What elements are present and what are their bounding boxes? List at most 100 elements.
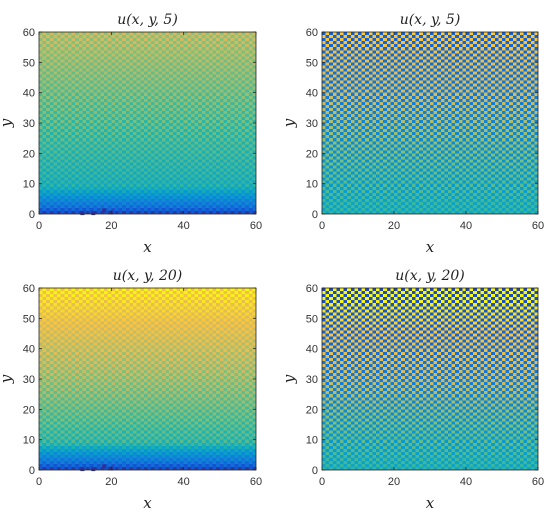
heatmap-cell bbox=[451, 201, 456, 205]
heatmap-cell bbox=[245, 95, 249, 99]
heatmap-cell bbox=[118, 135, 123, 139]
heatmap-cell bbox=[129, 95, 134, 99]
heatmap-cell bbox=[136, 107, 141, 111]
heatmap-cell bbox=[78, 123, 83, 127]
heatmap-cell bbox=[67, 77, 72, 81]
heatmap-cell bbox=[252, 156, 257, 160]
heatmap-cell bbox=[53, 162, 58, 166]
heatmap-cell bbox=[136, 180, 141, 184]
heatmap-cell bbox=[227, 56, 231, 60]
heatmap-cell bbox=[111, 123, 115, 127]
heatmap-cell bbox=[114, 92, 119, 96]
heatmap-cell bbox=[151, 126, 155, 130]
heatmap-cell bbox=[451, 204, 456, 208]
heatmap-cell bbox=[118, 104, 123, 108]
heatmap-cell bbox=[505, 162, 510, 166]
heatmap-cell bbox=[60, 150, 65, 154]
heatmap-cell bbox=[219, 101, 224, 105]
heatmap-cell bbox=[523, 150, 528, 154]
heatmap-cell bbox=[404, 189, 409, 193]
heatmap-cell bbox=[53, 47, 58, 51]
heatmap-cell bbox=[100, 101, 105, 105]
heatmap-cell bbox=[201, 150, 206, 154]
heatmap-cell bbox=[60, 165, 65, 169]
heatmap-cell bbox=[340, 150, 344, 154]
heatmap-cell bbox=[107, 101, 112, 105]
heatmap-cell bbox=[111, 35, 115, 39]
heatmap-cell bbox=[426, 204, 431, 208]
heatmap-cell bbox=[42, 165, 47, 169]
heatmap-cell bbox=[448, 177, 452, 181]
heatmap-cell bbox=[158, 80, 163, 84]
heatmap-cell bbox=[368, 183, 373, 187]
heatmap-cell bbox=[466, 180, 470, 184]
heatmap-cell bbox=[234, 50, 238, 54]
heatmap-cell bbox=[516, 192, 521, 196]
heatmap-cell bbox=[78, 177, 83, 181]
heatmap-cell bbox=[118, 95, 123, 99]
heatmap-cell bbox=[86, 159, 90, 163]
heatmap-cell bbox=[154, 168, 159, 172]
heatmap-cell bbox=[201, 110, 206, 114]
heatmap-cell bbox=[376, 150, 380, 154]
heatmap-cell bbox=[534, 180, 539, 184]
heatmap-cell bbox=[147, 135, 152, 139]
heatmap-cell bbox=[39, 77, 43, 81]
heatmap-cell bbox=[473, 177, 477, 181]
heatmap-cell bbox=[408, 198, 413, 202]
heatmap-cell bbox=[230, 201, 235, 205]
heatmap-cell bbox=[473, 147, 477, 151]
heatmap-cell bbox=[201, 201, 206, 205]
heatmap-cell bbox=[248, 138, 253, 142]
heatmap-cell bbox=[498, 150, 503, 154]
heatmap-cell bbox=[64, 186, 68, 190]
heatmap-cell bbox=[455, 198, 459, 202]
heatmap-cell bbox=[71, 180, 76, 184]
heatmap-cell bbox=[245, 177, 249, 181]
heatmap-cell bbox=[322, 144, 326, 148]
heatmap-cell bbox=[78, 35, 83, 39]
heatmap-cell bbox=[49, 195, 54, 199]
heatmap-cell bbox=[122, 180, 126, 184]
heatmap-cell bbox=[118, 192, 123, 196]
heatmap-cell bbox=[60, 123, 65, 127]
heatmap-cell bbox=[133, 98, 137, 102]
heatmap-cell bbox=[397, 186, 402, 190]
heatmap-cell bbox=[234, 92, 238, 96]
heatmap-cell bbox=[437, 201, 441, 205]
heatmap-cell bbox=[158, 89, 163, 93]
heatmap-cell bbox=[212, 44, 217, 48]
heatmap-cell bbox=[386, 186, 391, 190]
heatmap-cell bbox=[350, 153, 355, 157]
heatmap-cell bbox=[165, 110, 170, 114]
heatmap-cell bbox=[223, 71, 228, 75]
heatmap-cell bbox=[234, 171, 238, 175]
heatmap-cell bbox=[248, 86, 253, 90]
heatmap-cell bbox=[104, 183, 108, 187]
heatmap-cell bbox=[383, 168, 387, 172]
heatmap-cell bbox=[390, 174, 395, 178]
heatmap-cell bbox=[42, 50, 47, 54]
heatmap-cell bbox=[125, 83, 130, 87]
heatmap-cell bbox=[49, 41, 54, 45]
heatmap-cell bbox=[122, 141, 126, 145]
heatmap-cell bbox=[143, 86, 148, 90]
heatmap-cell bbox=[252, 195, 257, 199]
heatmap-cell bbox=[194, 150, 199, 154]
heatmap-cell bbox=[208, 189, 213, 193]
heatmap-cell bbox=[143, 135, 148, 139]
heatmap-cell bbox=[248, 168, 253, 172]
heatmap-cell bbox=[82, 119, 87, 124]
heatmap-cell bbox=[534, 183, 539, 187]
heatmap-cell bbox=[154, 56, 159, 60]
heatmap-cell bbox=[494, 204, 499, 208]
heatmap-cell bbox=[53, 123, 58, 127]
heatmap-cell bbox=[440, 180, 445, 184]
heatmap-cell bbox=[100, 165, 105, 169]
heatmap-cell bbox=[219, 162, 224, 166]
heatmap-cell bbox=[223, 183, 228, 187]
heatmap-cell bbox=[107, 68, 112, 72]
heatmap-cell bbox=[241, 98, 246, 102]
heatmap-cell bbox=[230, 204, 235, 208]
heatmap-cell bbox=[111, 177, 115, 181]
